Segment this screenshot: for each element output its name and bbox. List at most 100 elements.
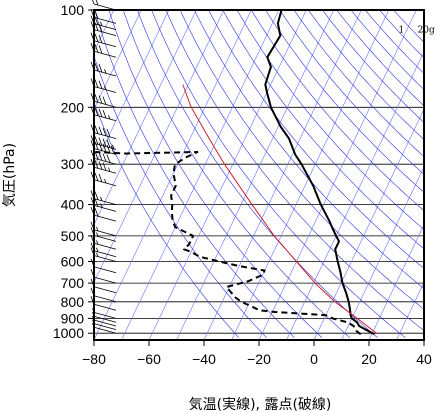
y-tick-label: 800 (61, 294, 85, 310)
wind-barb-feather (94, 136, 99, 145)
wind-barb-feather (102, 143, 107, 152)
isotherm-line (94, 10, 142, 110)
wind-barb (92, 0, 117, 11)
isotherm-line (94, 10, 170, 168)
plot-border (93, 9, 425, 341)
y-tick-label: 200 (61, 99, 85, 115)
dry-adiabat-line (94, 101, 240, 338)
wind-barb-feather (98, 23, 103, 32)
isotherm-line (313, 108, 424, 340)
wind-barb-feather (94, 22, 99, 31)
y-axis-title: 気圧(hPa) (2, 143, 18, 207)
wind-barb-feather (106, 128, 111, 138)
dry-adiabat-line (137, 10, 378, 338)
dewpoint-line (95, 151, 362, 336)
y-tick-label: 100 (61, 2, 85, 18)
temperature-axis: −80 −60 −40 −20 0 20 40 (82, 340, 432, 367)
isotherm-line (94, 10, 252, 340)
dry-adiabat-line (336, 10, 424, 107)
wind-barb-staff (93, 242, 117, 250)
wind-barb-half-feather (100, 196, 103, 201)
wind-barb-half-feather (108, 167, 111, 172)
isotherm-line (423, 339, 424, 340)
wind-barb-feather (94, 62, 99, 72)
dry-adiabat-line (265, 10, 424, 193)
isotherm-line (94, 10, 225, 284)
wind-barb-staff (93, 326, 117, 334)
isotherm-line (148, 10, 307, 340)
wind-barb-feather (102, 153, 107, 162)
wind-barb-half-feather (104, 85, 107, 90)
wind-barb-staff (93, 266, 117, 274)
wind-barb-feather (98, 95, 103, 104)
dry-adiabat-line (236, 10, 424, 230)
dry-adiabat-line (194, 10, 424, 289)
wind-barb-half-feather (112, 144, 115, 150)
wind-barb (90, 21, 117, 36)
x-tick-label: 40 (416, 351, 432, 367)
dry-adiabat-line (208, 10, 424, 269)
dry-adiabat-line (250, 10, 424, 212)
wind-barb-feather (98, 137, 103, 146)
dry-adiabat-line (222, 10, 424, 250)
wind-barb-half-feather (104, 69, 107, 74)
isotherm-line (94, 10, 197, 226)
wind-barb-feather (94, 107, 99, 116)
isotherm-line (368, 223, 424, 340)
wind-barb-feather (110, 145, 115, 155)
isotherm-line (176, 10, 335, 340)
wind-barb-feather (94, 79, 99, 88)
wind-barb-feather (94, 33, 99, 43)
wind-barbs (90, 0, 117, 334)
wind-barb-feather (94, 125, 99, 134)
wind-barb-staff (93, 255, 117, 262)
wind-barb-half-feather (100, 203, 103, 208)
wind-barb-feather (94, 172, 99, 182)
wind-barb-staff (93, 323, 117, 330)
isotherm-line (258, 10, 417, 340)
y-tick-label: 700 (61, 275, 85, 291)
parcel-line (182, 84, 378, 335)
wind-barb-feather (94, 141, 99, 150)
dry-adiabat-line (165, 10, 424, 331)
dry-adiabat-line (179, 10, 424, 310)
mixing-ratio-label: 20g (418, 26, 435, 36)
wind-barb-half-feather (96, 232, 99, 237)
wind-barb-feather (94, 191, 99, 200)
isotherm-line (231, 10, 390, 340)
y-tick-label: 600 (61, 254, 85, 270)
dry-adiabat-line (94, 55, 267, 338)
background-lines (94, 10, 424, 340)
wind-barb-feather (98, 152, 103, 161)
wind-barb-feather (94, 16, 99, 25)
wind-barb-feather (98, 34, 103, 44)
isotherm-line (341, 166, 424, 340)
wind-barb-half-feather (108, 114, 111, 120)
dry-adiabat-line (307, 10, 424, 140)
wind-barb-staff (93, 29, 117, 36)
x-tick-label: 0 (310, 351, 318, 367)
mixing-ratio-label: 1 (399, 26, 405, 36)
x-tick-label: −40 (192, 351, 216, 367)
wind-barb-staff (93, 40, 117, 48)
wind-barb-feather (98, 173, 103, 183)
x-tick-label: −20 (247, 351, 271, 367)
wind-barb-feather (98, 126, 103, 135)
wind-barb-feather (106, 154, 111, 163)
wind-barb-feather (94, 94, 99, 103)
wind-barb-staff (93, 319, 117, 327)
wind-barb-feather (102, 138, 107, 147)
isobar-gridlines (94, 9, 424, 334)
wind-barb-feather (102, 96, 107, 105)
wind-barb-feather (102, 162, 107, 171)
wind-barb-feather (98, 80, 103, 89)
dry-adiabat-line (379, 10, 424, 59)
dry-adiabat-line (350, 10, 424, 91)
wind-barb-feather (94, 44, 99, 53)
wind-barb-feather (94, 198, 99, 207)
y-tick-label: 900 (61, 310, 85, 326)
wind-barb-feather (92, 0, 95, 5)
wind-barb-feather (98, 108, 103, 118)
x-axis-title: 気温(実線), 露点(破線) (189, 397, 332, 412)
